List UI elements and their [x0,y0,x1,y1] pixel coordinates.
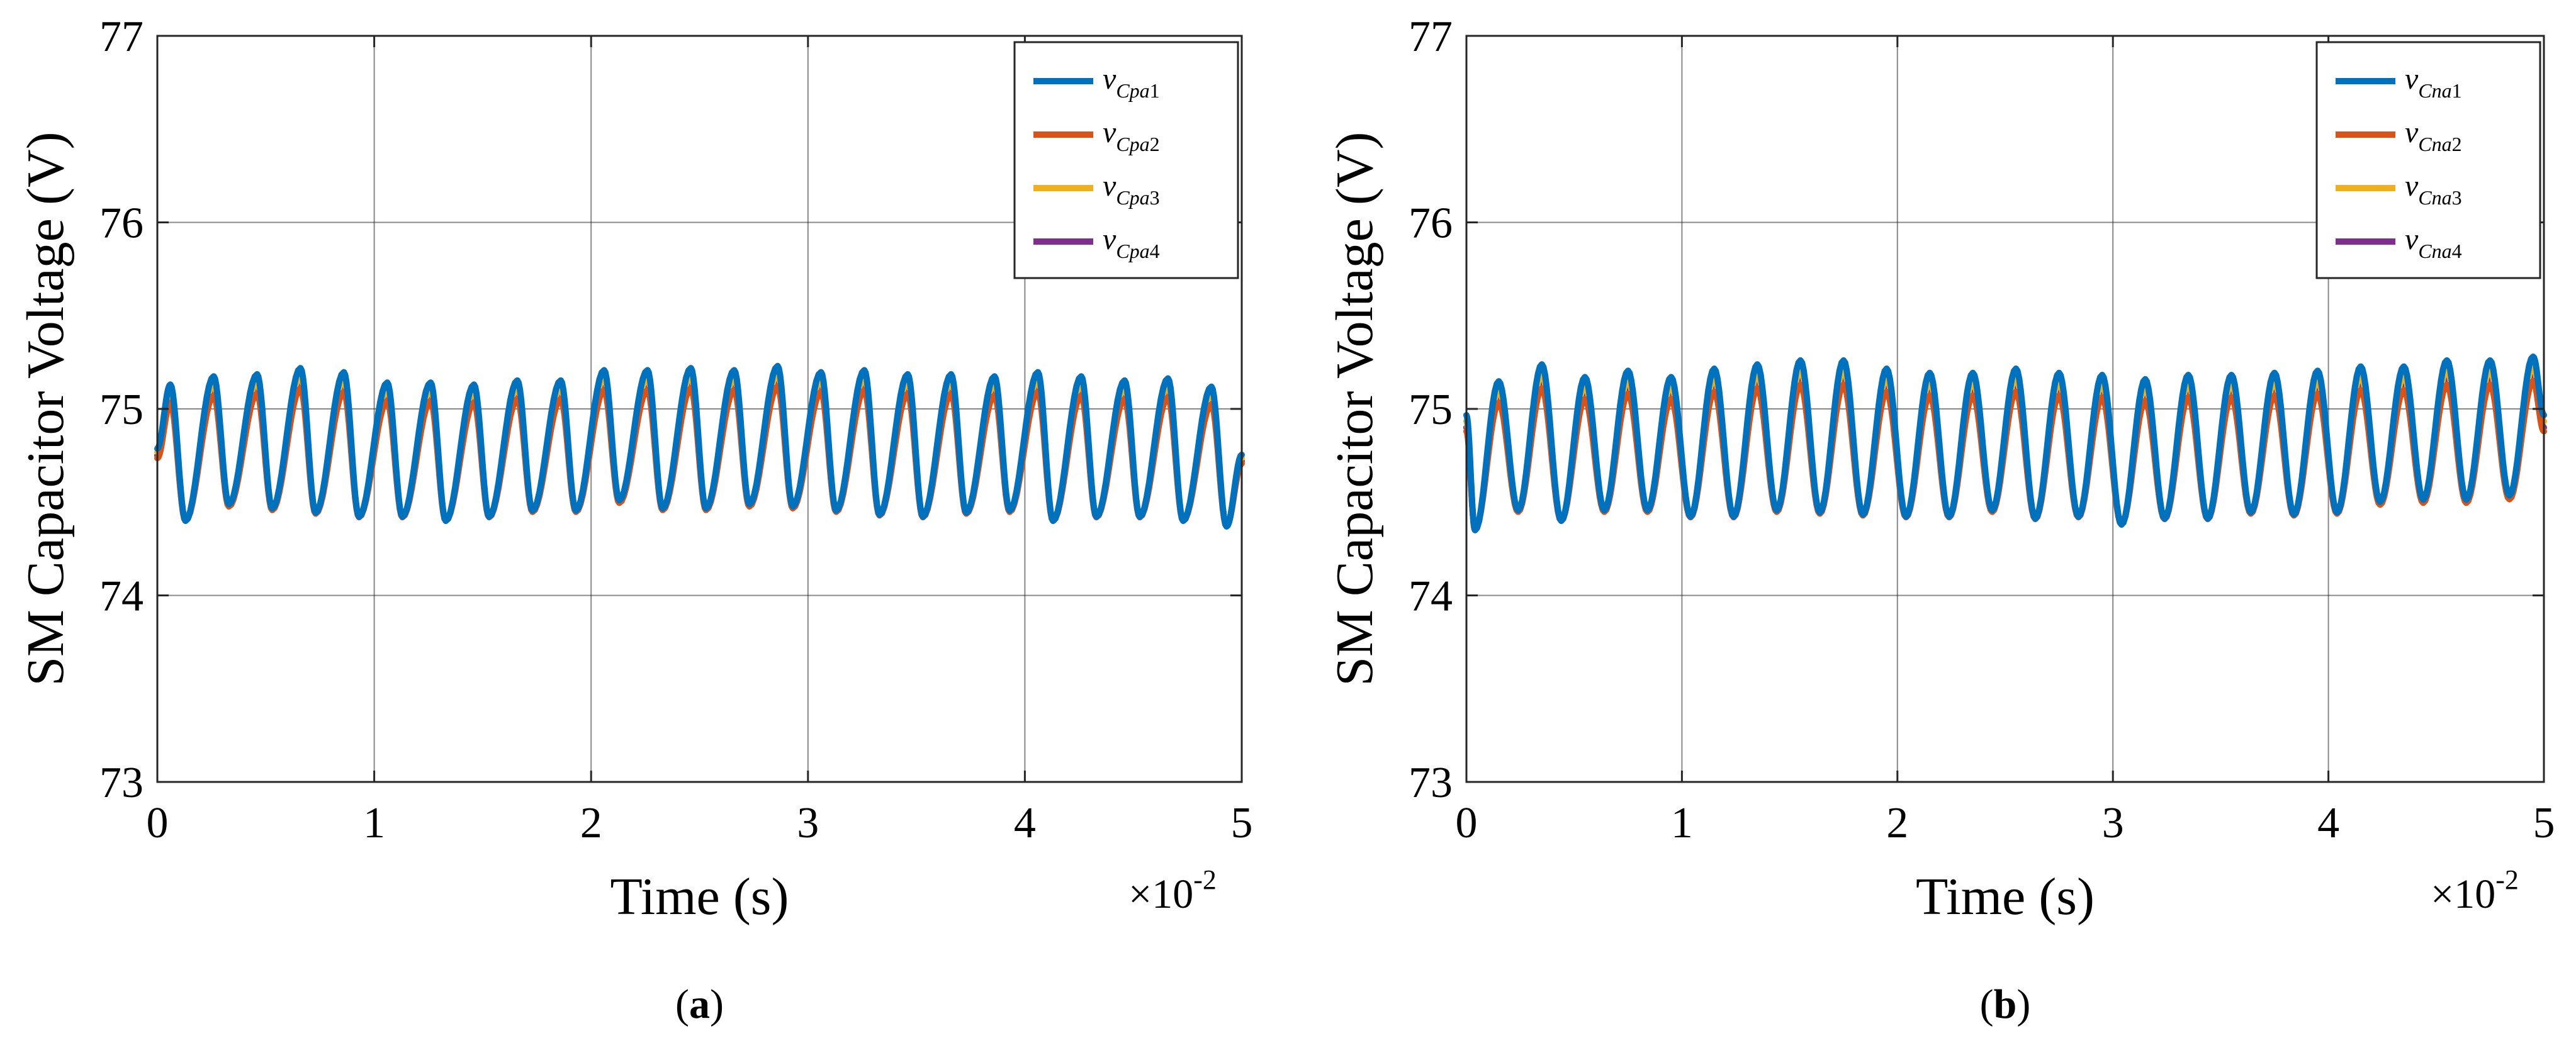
legend-subscript: Cna [2418,79,2451,102]
legend-var: v [2405,62,2419,96]
legend-subscript: Cpa [1116,240,1149,262]
series-lines [154,362,1245,530]
y-tick-label: 74 [1409,572,1453,621]
x-tick-label: 0 [147,799,169,847]
legend-label: vCna1 [2405,62,2462,102]
x-tick-label: 1 [363,799,385,847]
y-axis-label: SM Capacitor Voltage (V) [1325,131,1384,686]
legend-var: v [2405,169,2419,203]
x-tick-label: 5 [2533,799,2555,847]
x-tick-label: 2 [1886,799,1908,847]
series-line-cna1 [1463,354,2547,533]
legend-subscript: Cna [2418,240,2451,262]
y-tick-label: 77 [99,13,143,61]
legend-var: v [1103,169,1116,203]
legend-var: v [2405,223,2419,256]
x-axis-exponent: ×10-2 [2431,864,2519,917]
legend-index: 4 [2452,240,2462,262]
x-axis-label: Time (s) [1916,867,2095,926]
legend-subscript: Cpa [1116,79,1149,102]
y-tick-label: 75 [99,386,143,434]
legend-label: vCpa2 [1103,116,1160,155]
legend-index: 3 [2452,186,2462,209]
legend-index: 1 [1150,79,1160,102]
legend-subscript: Cna [2418,186,2451,209]
legend-index: 2 [1150,133,1160,155]
x-tick-label: 3 [2102,799,2124,847]
legend-label: vCpa4 [1103,223,1160,262]
y-tick-label: 76 [99,199,143,248]
legend-subscript: Cna [2418,133,2451,155]
legend-label: vCna2 [2405,116,2462,155]
x-tick-label: 4 [1014,799,1036,847]
y-tick-labels: 73 74 75 76 77 [99,13,1242,807]
y-tick-label: 76 [1409,199,1453,248]
x-tick-labels: 0 1 2 3 4 5 [147,36,1253,847]
x-tick-label: 1 [1671,799,1693,847]
legend-var: v [1103,62,1116,96]
legend-label: vCna4 [2405,223,2462,262]
legend-index: 4 [1150,240,1160,262]
series-line-cpa1 [154,362,1245,530]
x-tick-label: 3 [797,799,819,847]
legend-index: 2 [2452,133,2462,155]
x-axis-exponent-base: ×10 [2431,871,2495,917]
x-tick-label: 0 [1456,799,1478,847]
legend-subscript: Cpa [1116,186,1149,209]
y-tick-label: 74 [99,572,143,621]
panel-caption: (a) [675,981,724,1027]
panel-caption-letter: b [1994,981,2017,1027]
y-tick-label: 75 [1409,386,1453,434]
legend-var: v [2405,116,2419,149]
x-axis-exponent: ×10-2 [1128,864,1217,917]
panel-caption-letter: a [689,981,710,1027]
x-tick-label: 5 [1231,799,1253,847]
x-tick-label: 2 [580,799,602,847]
panel-caption: (b) [1980,981,2031,1027]
legend-index: 1 [2452,79,2462,102]
legend-label: vCpa3 [1103,169,1160,209]
y-tick-label: 73 [99,759,143,807]
legend-var: v [1103,223,1116,256]
x-axis-exponent-power: -2 [1193,864,1217,895]
legend-index: 3 [1150,186,1160,209]
x-axis-label: Time (s) [610,867,789,926]
legend-var: v [1103,116,1116,149]
legend-label: vCna3 [2405,169,2462,209]
legend-subscript: Cpa [1116,133,1149,155]
legend-label: vCpa1 [1103,62,1160,102]
y-tick-labels: 73 74 75 76 77 [1409,13,2544,807]
y-axis-label: SM Capacitor Voltage (V) [16,131,75,686]
y-tick-label: 77 [1409,13,1453,61]
x-axis-exponent-power: -2 [2495,864,2519,895]
x-tick-label: 4 [2317,799,2339,847]
chart-panel-b: 73 74 75 76 77 0 1 2 3 4 5 SM Capacitor Voltage (… [1325,13,2555,1027]
x-axis-exponent-base: ×10 [1128,871,1193,917]
chart-panel-a: 73 74 75 76 77 0 1 2 3 4 5 SM Capacitor Voltage (… [16,13,1253,1027]
series-lines [1463,354,2547,533]
y-tick-label: 73 [1409,759,1453,807]
